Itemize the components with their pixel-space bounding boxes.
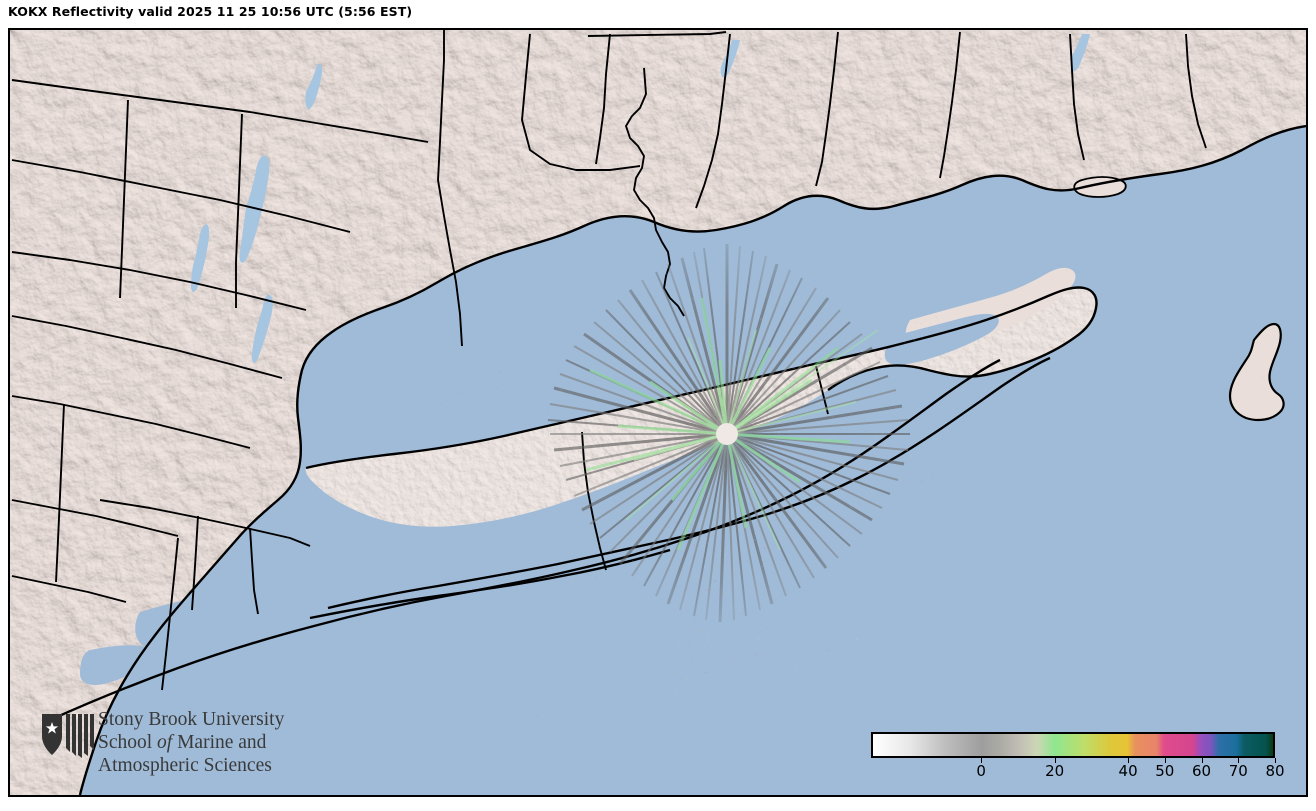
colorbar-tick-70 bbox=[1238, 758, 1240, 763]
stony-brook-logo: Stony Brook University School of Marine … bbox=[40, 708, 340, 794]
logo-text-block: Stony Brook University School of Marine … bbox=[98, 708, 284, 777]
sbu-shield-icon bbox=[42, 714, 94, 758]
logo-line-3: Atmospheric Sciences bbox=[98, 755, 272, 776]
colorbar-tick-label-70: 70 bbox=[1228, 762, 1248, 780]
colorbar-gradient-frame bbox=[871, 732, 1275, 758]
colorbar-tick-20 bbox=[1054, 758, 1056, 763]
colorbar-tick-label-0: 0 bbox=[976, 762, 986, 780]
colorbar-gradient bbox=[873, 734, 1273, 756]
colorbar-tick-label-50: 50 bbox=[1155, 762, 1175, 780]
colorbar-tick-50 bbox=[1164, 758, 1166, 763]
colorbar-tick-60 bbox=[1201, 758, 1203, 763]
radar-reflectivity-layer bbox=[10, 30, 1306, 795]
colorbar-tick-label-80: 80 bbox=[1265, 762, 1285, 780]
map-frame bbox=[8, 28, 1308, 797]
logo-line-1: Stony Brook University bbox=[98, 709, 285, 730]
colorbar-tick-40 bbox=[1128, 758, 1130, 763]
colorbar-tick-label-60: 60 bbox=[1191, 762, 1212, 780]
cone-of-silence bbox=[716, 423, 738, 445]
colorbar-tick-label-40: 40 bbox=[1118, 762, 1138, 780]
colorbar-tick-80 bbox=[1275, 758, 1276, 763]
logo-line-2: School of Marine and bbox=[98, 732, 267, 753]
page-title: KOKX Reflectivity valid 2025 11 25 10:56… bbox=[8, 4, 413, 19]
map-canvas bbox=[10, 30, 1306, 795]
colorbar-tick-label-20: 20 bbox=[1045, 762, 1065, 780]
reflectivity-colorbar: 0 20 40 50 60 70 80 bbox=[863, 726, 1285, 792]
radar-near-field-spikes bbox=[10, 30, 1306, 795]
colorbar-tick-0 bbox=[981, 758, 983, 763]
